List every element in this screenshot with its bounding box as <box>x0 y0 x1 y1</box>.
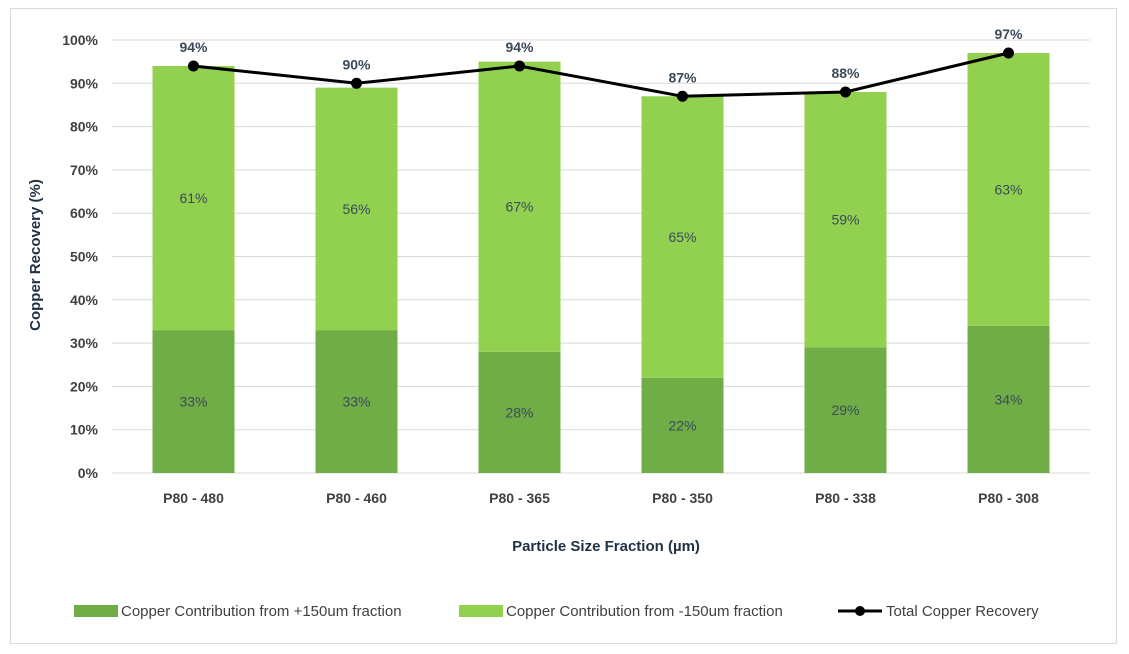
x-tick-label: P80 - 338 <box>815 490 876 506</box>
bar-segment <box>315 330 398 473</box>
bar-segment <box>478 61 561 352</box>
bar-data-label: 33% <box>342 394 370 410</box>
y-tick-label: 30% <box>70 335 99 351</box>
total-recovery-line <box>193 51 1009 98</box>
legend-label: Copper Contribution from +150um fraction <box>121 603 402 620</box>
y-tick-label: 10% <box>70 422 99 438</box>
total-data-label: 88% <box>831 65 860 81</box>
total-data-label: 90% <box>342 56 371 72</box>
x-axis-title: Particle Size Fraction (µm) <box>512 538 700 555</box>
bar-segment <box>967 325 1050 473</box>
y-tick-label: 80% <box>70 119 99 135</box>
bar-data-label: 28% <box>505 404 533 420</box>
total-recovery-point <box>514 60 525 72</box>
bar-data-label: 61% <box>179 190 207 206</box>
total-recovery-point <box>677 90 688 102</box>
bar-segment <box>804 91 887 348</box>
bar-data-label: 67% <box>505 199 533 215</box>
total-recovery-point <box>351 77 362 89</box>
legend-swatch <box>459 605 503 617</box>
y-axis-title: Copper Recovery (%) <box>27 179 44 331</box>
x-tick-label: P80 - 308 <box>978 490 1039 506</box>
bar-segment <box>804 347 887 473</box>
bar-segment <box>641 377 724 473</box>
y-tick-label: 40% <box>70 292 99 308</box>
bar-segment <box>478 351 561 473</box>
y-tick-label: 100% <box>62 32 98 48</box>
bar-data-label: 65% <box>668 229 696 245</box>
x-tick-label: P80 - 365 <box>489 490 550 506</box>
bar-data-label: 56% <box>342 201 370 217</box>
total-recovery-point <box>1003 47 1014 59</box>
x-axis-ticks: P80 - 480 P80 - 460 P80 - 365 P80 - 350 P80 … <box>163 490 1039 506</box>
legend-label: Total Copper Recovery <box>886 603 1039 620</box>
y-tick-label: 50% <box>70 249 99 265</box>
legend: Copper Contribution from +150um fraction… <box>74 603 1039 620</box>
chart-frame <box>10 8 1117 644</box>
x-tick-label: P80 - 480 <box>163 490 224 506</box>
x-tick-label: P80 - 350 <box>652 490 713 506</box>
total-data-label: 94% <box>505 39 534 55</box>
bar-data-label: 59% <box>831 212 859 228</box>
legend-swatch-marker <box>855 606 865 616</box>
legend-label: Copper Contribution from -150um fraction <box>506 603 783 620</box>
total-data-label: 97% <box>994 26 1023 42</box>
total-data-label: 94% <box>179 39 208 55</box>
bar-data-label: 33% <box>179 394 207 410</box>
bar-data-label: 22% <box>668 417 696 433</box>
gridlines <box>112 39 1090 474</box>
bar-segment <box>315 87 398 331</box>
y-tick-label: 70% <box>70 162 99 178</box>
total-line: 94% 90% 94% 87% 88% 97% <box>179 26 1023 102</box>
bar-data-label: 63% <box>994 181 1022 197</box>
bars <box>152 52 1050 473</box>
y-tick-label: 90% <box>70 75 99 91</box>
y-tick-label: 0% <box>78 465 99 481</box>
y-tick-label: 20% <box>70 378 99 394</box>
bar-segment <box>152 330 235 473</box>
total-data-label: 87% <box>668 69 697 85</box>
bar-segment <box>152 65 235 331</box>
bar-data-label: 29% <box>831 402 859 418</box>
bar-data-label: 34% <box>994 391 1022 407</box>
legend-swatch <box>74 605 118 617</box>
y-tick-label: 60% <box>70 205 99 221</box>
bar-segment <box>967 52 1050 326</box>
y-axis-ticks: 0% 10% 20% 30% 40% 50% 60% 70% 80% 90% 100% <box>62 32 98 481</box>
x-tick-label: P80 - 460 <box>326 490 387 506</box>
bar-segment <box>641 96 724 378</box>
total-recovery-point <box>188 60 199 72</box>
segment-labels: 33% 61% 33% 56% 28% 67% 22% 65% 29% 59% 34% 63% <box>179 181 1022 433</box>
total-recovery-point <box>840 86 851 98</box>
